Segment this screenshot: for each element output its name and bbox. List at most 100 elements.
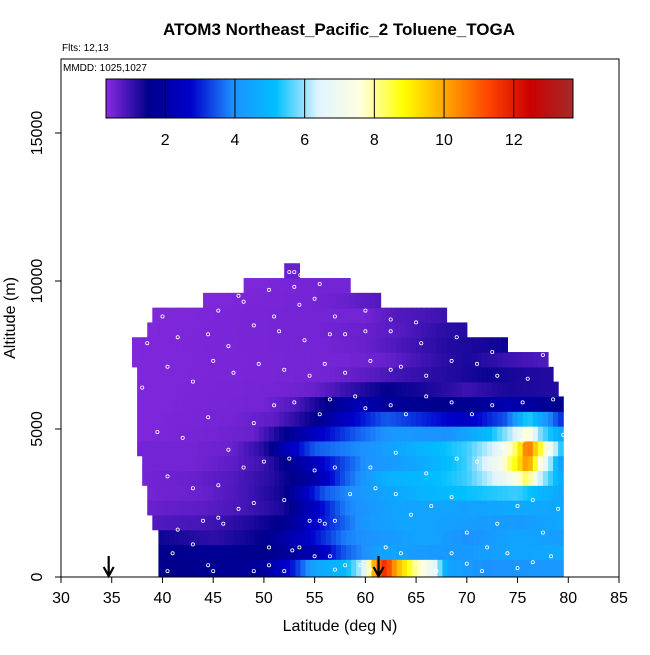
heatmap-cell [334,514,341,531]
heatmap-cell [177,381,184,398]
heatmap-cell [360,292,366,309]
heatmap-cell [233,485,240,501]
heatmap-cell [289,470,295,486]
heatmap-cell [188,559,195,577]
heatmap-cell [263,455,270,472]
heatmap-cell [487,514,493,531]
heatmap-cell [360,322,366,338]
heatmap-cell [370,514,377,531]
heatmap-cell [345,500,351,516]
heatmap-cell [446,500,453,516]
chart-title: ATOM3 Northeast_Pacific_2 Toluene_TOGA [163,20,515,39]
heatmap-cell [532,455,539,472]
heatmap-cell [142,396,148,412]
heatmap-cell [355,485,361,501]
heatmap-cell [380,470,387,486]
heatmap-cell [218,292,224,309]
heatmap-cell [528,544,535,560]
heatmap-cell [517,396,524,412]
heatmap-cell [253,514,260,531]
heatmap-cell [213,455,219,472]
heatmap-cell [157,322,164,338]
sample-point [302,338,307,343]
heatmap-cell [476,337,483,353]
heatmap-cell [512,500,519,516]
heatmap-cell [395,366,402,383]
heatmap-cell [345,337,351,353]
heatmap-cell [258,352,265,368]
heatmap-cell [258,470,265,486]
heatmap-cell [228,440,235,457]
heatmap-cell [456,352,463,368]
heatmap-cell [147,396,153,412]
heatmap-cell [187,307,194,324]
heatmap-cell [197,455,204,472]
heatmap-cell [513,559,520,577]
heatmap-cell [482,352,488,368]
heatmap-cell [218,485,224,501]
heatmap-cell [218,322,224,338]
heatmap-cell [340,470,346,486]
heatmap-cell [412,544,418,560]
heatmap-cell [334,396,341,412]
heatmap-cell [294,337,301,353]
heatmap-cell [208,307,214,324]
heatmap-cell [549,544,555,560]
heatmap-cell [183,559,190,577]
heatmap-cell [213,396,219,412]
heatmap-cell [375,337,382,353]
heatmap-cell [304,500,311,516]
heatmap-cell [549,559,555,577]
heatmap-cell [209,544,215,560]
heatmap-cell [508,559,515,577]
heatmap-cell [375,426,382,442]
heatmap-cell [253,381,260,398]
x-tick-label: 70 [458,590,476,607]
heatmap-cell [284,411,290,427]
heatmap-cell [456,485,463,501]
sample-point [282,497,287,502]
heatmap-cell [466,396,473,412]
heatmap-cell [411,396,417,412]
sample-point [332,314,337,319]
heatmap-cell [441,485,448,501]
heatmap-cell [405,455,412,472]
heatmap-cell [152,485,158,501]
sample-point [343,370,348,375]
heatmap-cell [527,485,534,501]
heatmap-cell [218,455,224,472]
heatmap-cell [370,322,377,338]
heatmap-cell [375,411,382,427]
heatmap-cell [360,426,366,442]
heatmap-cell [279,426,285,442]
heatmap-cell [517,426,524,442]
heatmap-cell [446,366,453,383]
sample-point [236,506,241,511]
heatmap-cell [426,307,432,324]
heatmap-cell [274,292,280,309]
heatmap-cell [355,366,361,383]
heatmap-cell [208,514,214,531]
heatmap-cell [182,470,189,486]
heatmap-cell [309,514,316,531]
heatmap-cell [507,366,514,383]
heatmap-cell [537,514,544,531]
heatmap-cell [547,485,554,501]
heatmap-cell [233,426,240,442]
heatmap-cell [350,440,356,457]
heatmap-cell [197,500,204,516]
sample-point [266,563,271,568]
heatmap-cell [157,455,164,472]
sample-point [403,412,408,417]
heatmap-cell [345,396,351,412]
heatmap-cell [335,544,342,560]
heatmap-cell [340,278,346,294]
heatmap-cell [405,440,412,457]
heatmap-cell [471,381,478,398]
heatmap-cell [350,455,356,472]
heatmap-cell [346,559,352,577]
heatmap-cell [274,411,280,427]
heatmap-cell [340,514,346,531]
heatmap-cell [218,366,224,383]
